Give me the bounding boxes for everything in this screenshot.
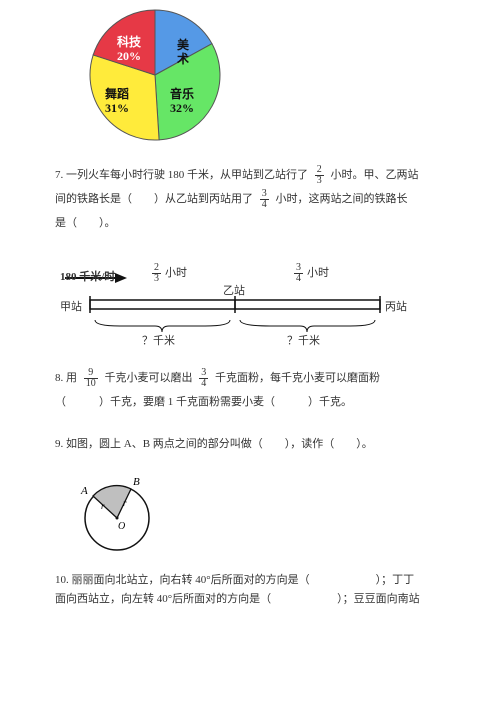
station-c: 丙站 (385, 298, 407, 314)
distance-q2: ？千米 (287, 332, 320, 348)
fraction-3-4-b: 34 (199, 368, 208, 389)
speed-label: 180 千米/时 (60, 268, 115, 284)
q7-text-c: 间的铁路长是（ ）从乙站到丙站用了 (55, 193, 253, 205)
label-r2: r (123, 498, 127, 508)
question-7: 7. 一列火车每小时行驶 180 千米，从甲站到乙站行了 23 小时。甲、乙两站… (55, 163, 445, 236)
q8-b: 千克小麦可以磨出 (105, 372, 193, 384)
q10-a: 10. 丽丽面向北站立，向右转 40°后所面对的方向是（ ）；丁丁 (55, 574, 414, 586)
q8-c: 千克面粉，每千克小麦可以磨面粉 (215, 372, 380, 384)
question-10: 10. 丽丽面向北站立，向右转 40°后所面对的方向是（ ）；丁丁 面向西站立，… (55, 571, 445, 608)
station-b-top: 乙站 (223, 282, 245, 298)
pie-slice-label: 科技20% (117, 35, 141, 64)
pie-slice-label: 美术 (177, 38, 189, 67)
fraction-3-4: 34 (260, 189, 269, 210)
label-O: O (118, 521, 125, 532)
fraction-9-10: 910 (84, 368, 98, 389)
label-A: A (80, 485, 88, 497)
pie-chart: 美术音乐32% 舞蹈31% 科技20% (85, 5, 225, 145)
pie-svg (85, 5, 225, 145)
circle-svg: A B O r r (75, 466, 165, 556)
q7-text-a: 7. 一列火车每小时行驶 180 千米，从甲站到乙站行了 (55, 169, 308, 181)
q8-d: （ ）千克，要磨 1 千克面粉需要小麦（ ）千克。 (55, 396, 352, 408)
pie-slice-label: 舞蹈31% (105, 87, 129, 116)
q7-text-d: 小时，这两站之间的铁路长 (276, 193, 408, 205)
label-r1: r (101, 501, 105, 511)
q9-text: 9. 如图，圆上 A、B 两点之间的部分叫做（ ），读作（ ）。 (55, 438, 373, 450)
q7-text-b: 小时。甲、乙两站 (331, 169, 419, 181)
question-9: 9. 如图，圆上 A、B 两点之间的部分叫做（ ），读作（ ）。 (55, 432, 445, 456)
label-B: B (133, 476, 140, 488)
q7-text-e: 是（ ）。 (55, 217, 116, 229)
station-a: 甲站 (60, 298, 82, 314)
q10-b: 面向西站立，向左转 40°后所面对的方向是（ ）；豆豆面向南站 (55, 593, 420, 605)
circle-diagram: A B O r r (75, 466, 165, 556)
distance-q1: ？千米 (142, 332, 175, 348)
train-diagram: 180 千米/时 23小时 34小时 乙站 甲站 丙站 ？千米 ？千米 (60, 258, 420, 348)
time1-label: 23小时 (148, 263, 187, 284)
fraction-2-3: 23 (315, 165, 324, 186)
time2-label: 34小时 (290, 263, 329, 284)
question-8: 8. 用 910 千克小麦可以磨出 34 千克面粉，每千克小麦可以磨面粉 （ ）… (55, 366, 445, 414)
pie-slice-label: 音乐32% (170, 87, 194, 116)
q8-a: 8. 用 (55, 372, 77, 384)
